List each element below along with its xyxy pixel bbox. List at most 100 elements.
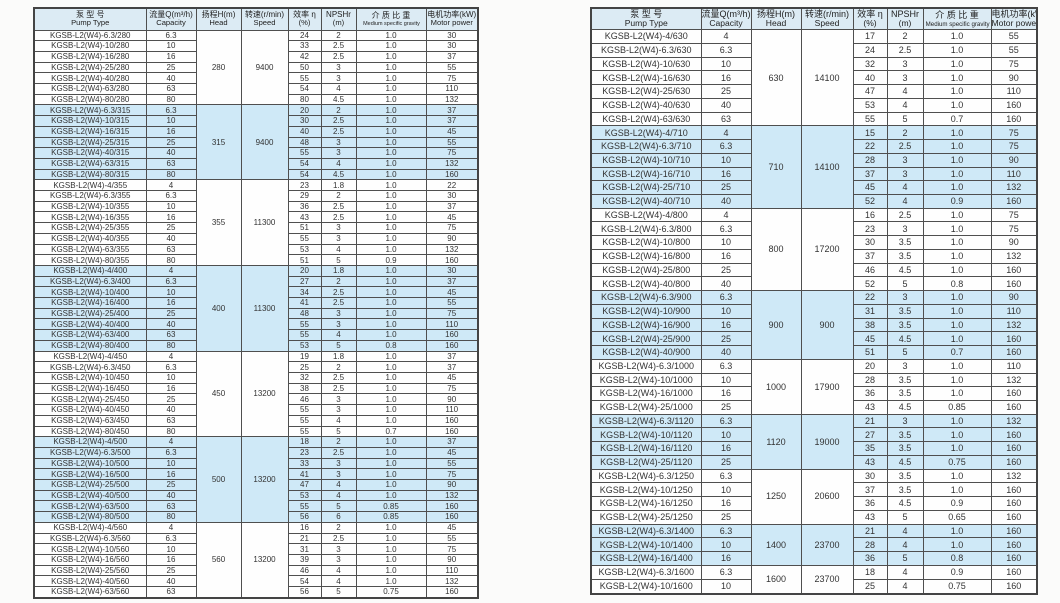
motor-power-cell: 132 [990,413,1038,429]
pump-spec-table-left: 泵 型 号 Pump Type 流量Q(m³/h) Capacity 扬程H(m) H… [33,7,479,599]
efficiency-cell: 23 [287,179,322,192]
efficiency-cell: 27 [852,427,888,443]
efficiency-cell: 43 [287,211,322,224]
capacity-cell: 40 [700,276,752,292]
col-header-npshr: NPSHr (m) [886,7,924,31]
motor-power-cell: 160 [990,441,1038,456]
npshr-cell: 3 [320,393,357,406]
table-row: KGSB-L2(W4)-4/560 4 560 13200 16 2 1.0 45 [33,521,479,599]
table-row: KGSB-L2(W4)-25/400 25 48 3 1.0 75 [33,307,479,320]
capacity-cell: 10 [145,457,197,470]
head-cell: 1000 [750,358,802,415]
table-row: KGSB-L2(W4)-4/630 4 630 14100 17 2 1.0 55 [590,29,1038,127]
pump-type-cell: KGSB-L2(W4)-25/1120 [590,454,702,470]
pump-type-cell: KGSB-L2(W4)-6.3/800 [590,221,702,237]
specific-gravity-cell: 1.0 [922,152,992,168]
pump-type-cell: KGSB-L2(W4)-4/355 [33,179,147,192]
efficiency-cell: 41 [287,297,322,309]
pump-type-cell: KGSB-L2(W4)-40/710 [590,193,702,209]
specific-gravity-cell: 0.8 [355,339,427,352]
specific-gravity-cell: 1.0 [355,372,427,384]
specific-gravity-cell: 1.0 [355,115,427,127]
table-row: KGSB-L2(W4)-25/710 25 45 4 1.0 132 [590,180,1038,195]
capacity-cell: 4 [145,179,197,192]
specific-gravity-cell: 1.0 [355,200,427,213]
motor-power-cell: 37 [425,436,479,448]
efficiency-cell: 48 [287,136,322,149]
motor-power-cell: 160 [425,168,479,181]
motor-power-cell: 30 [425,40,479,52]
efficiency-cell: 18 [287,436,322,448]
motor-power-cell: 160 [990,537,1038,553]
table-row: KGSB-L2(W4)-4/800 4 800 17200 16 2.5 1.0 75 [590,207,1038,292]
specific-gravity-cell: 0.8 [922,276,992,292]
efficiency-cell: 42 [287,50,322,63]
capacity-cell: 16 [145,297,197,309]
specific-gravity-cell: 1.0 [355,211,427,224]
efficiency-cell: 28 [852,372,888,388]
capacity-cell: 63 [145,500,197,513]
left-table-body: KGSB-L2(W4)-6.3/280 6.3 280 9400 24 2 1.0 30 KGS… [33,29,479,599]
efficiency-cell: 38 [287,382,322,395]
specific-gravity-cell: 1.0 [922,221,992,237]
motor-power-cell: 132 [990,372,1038,388]
capacity-cell: 4 [145,436,197,448]
specific-gravity-cell: 1.0 [922,70,992,86]
npshr-cell: 4.5 [886,454,924,470]
col-npshr-zh: NPSHr [326,10,351,20]
pump-type-cell: KGSB-L2(W4)-25/800 [590,262,702,278]
npshr-cell: 3.5 [886,441,924,456]
efficiency-cell: 30 [852,235,888,250]
pump-type-cell: KGSB-L2(W4)-6.3/315 [33,104,147,117]
table-row: KGSB-L2(W4)-6.3/280 6.3 280 9400 24 2 1.0 30 [33,29,479,106]
efficiency-cell: 31 [852,303,888,319]
head-cell: 1600 [750,564,802,595]
pump-type-cell: KGSB-L2(W4)-6.3/560 [33,532,147,545]
table-row: KGSB-L2(W4)-10/560 10 31 3 1.0 75 [33,543,479,555]
efficiency-cell: 56 [287,511,322,523]
capacity-cell: 6.3 [145,361,197,373]
capacity-cell: 25 [700,262,752,278]
npshr-cell: 6 [320,511,357,523]
col-head-zh: 扬程H(m) [757,9,795,19]
table-row: KGSB-L2(W4)-25/900 25 45 4.5 1.0 160 [590,331,1038,347]
efficiency-cell: 47 [287,479,322,491]
col-header-pump-type: 泵 型 号 Pump Type [590,7,702,31]
col-header-capacity: 流量Q(m³/h) Capacity [700,7,752,31]
col-header-pump-type: 泵 型 号 Pump Type [33,7,147,31]
npshr-cell: 2.5 [886,207,924,223]
capacity-cell: 10 [145,115,197,127]
capacity-cell: 10 [700,235,752,250]
npshr-cell: 4 [320,414,357,427]
capacity-cell: 16 [145,553,197,566]
motor-power-cell: 90 [990,152,1038,168]
capacity-cell: 25 [700,509,752,525]
pump-type-cell: KGSB-L2(W4)-4/500 [33,436,147,448]
col-header-power: 电机功率(kW)Motor power [425,7,479,31]
pump-type-cell: KGSB-L2(W4)-16/355 [33,211,147,224]
efficiency-cell: 17 [852,29,888,44]
capacity-cell: 10 [145,543,197,555]
motor-power-cell: 55 [425,532,479,545]
pump-type-cell: KGSB-L2(W4)-16/315 [33,125,147,138]
capacity-cell: 16 [700,496,752,511]
pump-type-cell: KGSB-L2(W4)-10/315 [33,115,147,127]
specific-gravity-cell: 1.0 [922,441,992,456]
pump-type-cell: KGSB-L2(W4)-40/315 [33,147,147,159]
efficiency-cell: 55 [287,329,322,341]
capacity-cell: 6.3 [700,221,752,237]
capacity-cell: 10 [145,200,197,213]
efficiency-cell: 41 [287,468,322,481]
pump-type-cell: KGSB-L2(W4)-40/400 [33,318,147,331]
specific-gravity-cell: 1.0 [355,168,427,181]
specific-gravity-cell: 1.0 [355,329,427,341]
efficiency-cell: 55 [287,232,322,245]
capacity-cell: 6.3 [700,468,752,484]
capacity-cell: 10 [700,152,752,168]
table-row: KGSB-L2(W4)-6.3/1400 6.3 1400 23700 21 4 1.0 16… [590,523,1038,566]
motor-power-cell: 160 [990,111,1038,127]
specific-gravity-cell: 1.0 [922,235,992,250]
specific-gravity-cell: 1.0 [355,125,427,138]
motor-power-cell: 132 [990,248,1038,264]
efficiency-cell: 55 [287,404,322,416]
